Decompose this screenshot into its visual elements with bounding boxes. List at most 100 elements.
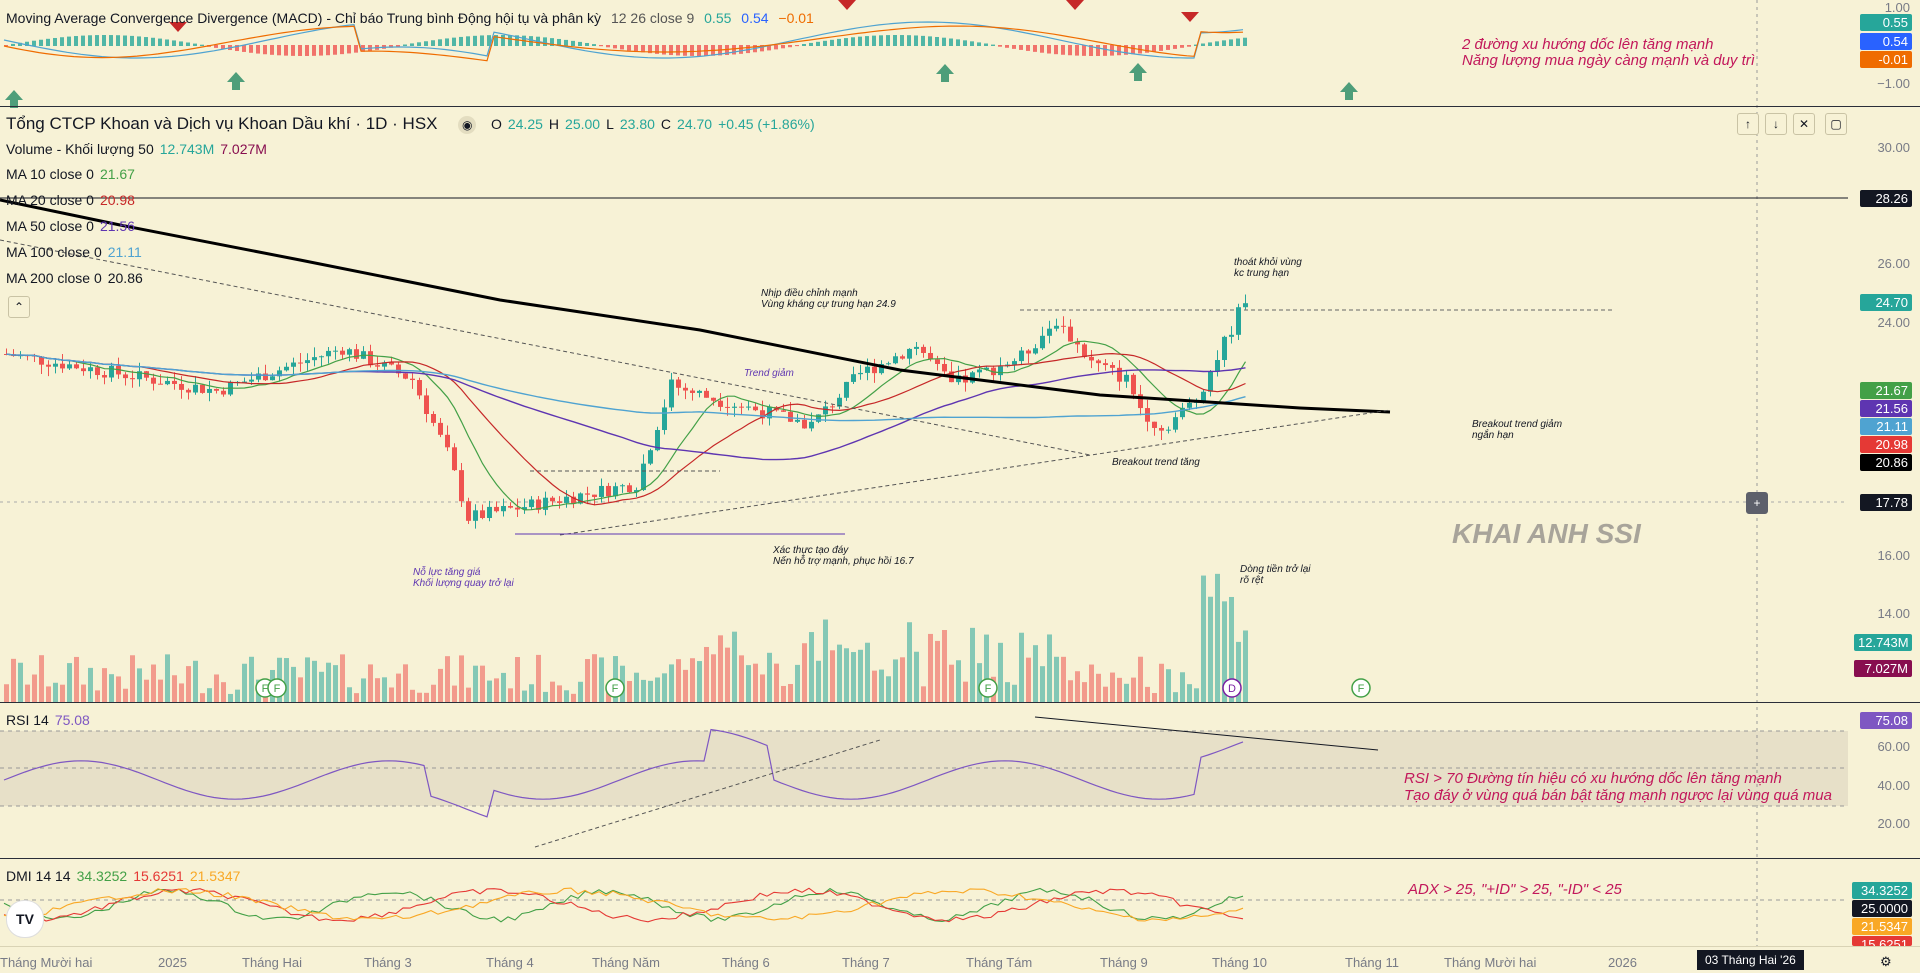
ma-legend-item[interactable]: MA 100 close 0 21.11 bbox=[6, 244, 148, 260]
volume-bar bbox=[1061, 656, 1066, 702]
candle-body bbox=[942, 363, 947, 372]
macd-histogram-bar bbox=[480, 35, 484, 46]
symbol-title[interactable]: Tổng CTCP Khoan và Dịch vụ Khoan Dầu khí… bbox=[6, 114, 438, 133]
volume-bar bbox=[1117, 677, 1122, 702]
candle-body bbox=[319, 356, 324, 358]
volume-bar bbox=[1005, 682, 1010, 702]
macd-histogram-bar bbox=[1096, 45, 1100, 56]
buy-arrow bbox=[936, 64, 954, 82]
candle-body bbox=[347, 349, 352, 355]
dmi-value-minus: 15.6251 bbox=[133, 868, 184, 884]
candle-body bbox=[1075, 341, 1080, 345]
candle-body bbox=[1215, 360, 1220, 372]
ma-legend-item[interactable]: MA 50 close 0 21.56 bbox=[6, 218, 141, 234]
candle-body bbox=[970, 372, 975, 383]
volume-bar bbox=[487, 680, 492, 702]
rsi-legend: RSI 14 75.08 bbox=[6, 712, 96, 728]
volume-bar bbox=[1026, 657, 1031, 702]
macd-histogram-bar bbox=[529, 36, 533, 46]
volume-bar bbox=[879, 669, 884, 702]
volume-bar bbox=[340, 654, 345, 702]
pane-separator[interactable] bbox=[0, 858, 1920, 859]
ma-legend-item[interactable]: MA 10 close 0 21.67 bbox=[6, 166, 141, 182]
volume-bar bbox=[473, 665, 478, 702]
collapse-legend-button[interactable]: ⌃ bbox=[8, 296, 30, 318]
move-up-button[interactable]: ↑ bbox=[1737, 113, 1759, 135]
candle-body bbox=[1061, 325, 1066, 327]
crosshair-plus-button[interactable]: + bbox=[1746, 492, 1768, 514]
candle-body bbox=[571, 496, 576, 504]
event-marker-label: F bbox=[985, 683, 992, 695]
macd-histogram-bar bbox=[816, 41, 820, 46]
volume-bar bbox=[935, 640, 940, 702]
macd-histogram-bar bbox=[872, 35, 876, 46]
volume-bar bbox=[1145, 686, 1150, 702]
ma-legend-label: MA 50 close 0 bbox=[6, 218, 94, 234]
volume-bar bbox=[865, 642, 870, 702]
macd-histogram-bar bbox=[1236, 38, 1240, 46]
macd-histogram-bar bbox=[1208, 42, 1212, 46]
candle-body bbox=[172, 380, 177, 384]
ma-legend-item[interactable]: MA 200 close 0 20.86 bbox=[6, 270, 149, 286]
macd-histogram-bar bbox=[277, 45, 281, 56]
macd-histogram-bar bbox=[165, 39, 169, 46]
candle-body bbox=[60, 363, 65, 369]
macd-histogram-bar bbox=[823, 40, 827, 46]
volume-bar bbox=[39, 655, 44, 702]
volume-bar bbox=[1089, 664, 1094, 702]
macd-histogram-bar bbox=[466, 36, 470, 46]
volume-bar bbox=[18, 662, 23, 702]
macd-histogram-bar bbox=[39, 39, 43, 46]
macd-histogram-bar bbox=[1026, 45, 1030, 51]
volume-bar bbox=[522, 690, 527, 702]
tradingview-logo[interactable]: TV bbox=[6, 900, 44, 938]
dmi-adx-line bbox=[3, 887, 1244, 922]
volume-bar bbox=[669, 664, 674, 702]
dmi-badge-adx: 21.5347 bbox=[1852, 918, 1912, 935]
volume-bar bbox=[207, 688, 212, 702]
macd-histogram-bar bbox=[1075, 45, 1079, 56]
note-nhip-dieu-chinh: Nhịp điều chỉnh mạnh Vùng kháng cự trung … bbox=[761, 288, 896, 310]
macd-histogram-bar bbox=[564, 39, 568, 46]
move-down-button[interactable]: ↓ bbox=[1765, 113, 1787, 135]
ma-legend-value: 21.11 bbox=[107, 244, 142, 260]
macd-tick-bottom: −1.00 bbox=[1877, 76, 1910, 91]
candle-body bbox=[1026, 350, 1031, 354]
macd-histogram-bar bbox=[781, 45, 785, 49]
macd-histogram-bar bbox=[1222, 40, 1226, 46]
candle-body bbox=[732, 406, 737, 408]
volume-bar bbox=[634, 672, 639, 702]
close-pane-button[interactable]: ✕ bbox=[1793, 113, 1815, 135]
rsi-line bbox=[3, 728, 1244, 818]
macd-badge-3: -0.01 bbox=[1860, 51, 1912, 68]
macd-histogram-bar bbox=[788, 45, 792, 48]
macd-histogram-bar bbox=[949, 38, 953, 46]
candle-body bbox=[1236, 307, 1241, 335]
pane-separator[interactable] bbox=[0, 702, 1920, 703]
candle-body bbox=[298, 362, 303, 364]
volume-bar bbox=[389, 687, 394, 702]
sell-arrow bbox=[1066, 0, 1084, 10]
candle-body bbox=[200, 384, 205, 393]
candle-body bbox=[494, 506, 499, 512]
volume-bar bbox=[1110, 672, 1115, 702]
eye-icon[interactable]: ◉ bbox=[458, 116, 477, 134]
volume-bar bbox=[312, 660, 317, 702]
candle-body bbox=[403, 373, 408, 379]
volume-bar bbox=[1033, 645, 1038, 702]
ohlc: O 24.25 H 25.00 L 23.80 C 24.70 +0.45 (+1.86%) bbox=[491, 116, 821, 132]
macd-histogram-bar bbox=[298, 45, 302, 56]
candle-body bbox=[1180, 407, 1185, 418]
settings-gear-icon[interactable]: ⚙ bbox=[1880, 954, 1892, 969]
time-axis-label: Tháng Năm bbox=[592, 955, 660, 970]
maximize-pane-button[interactable]: ▢ bbox=[1825, 113, 1847, 135]
pane-separator[interactable] bbox=[0, 106, 1920, 107]
volume-bar bbox=[305, 657, 310, 702]
time-cursor-label: 03 Tháng Hai '26 bbox=[1697, 950, 1804, 970]
candle-body bbox=[186, 389, 191, 393]
volume-bar bbox=[697, 661, 702, 702]
note-line: Nến hỗ trợ mạnh, phục hồi 16.7 bbox=[773, 556, 914, 567]
macd-histogram-bar bbox=[137, 36, 141, 46]
ma-legend-item[interactable]: MA 20 close 0 20.98 bbox=[6, 192, 141, 208]
